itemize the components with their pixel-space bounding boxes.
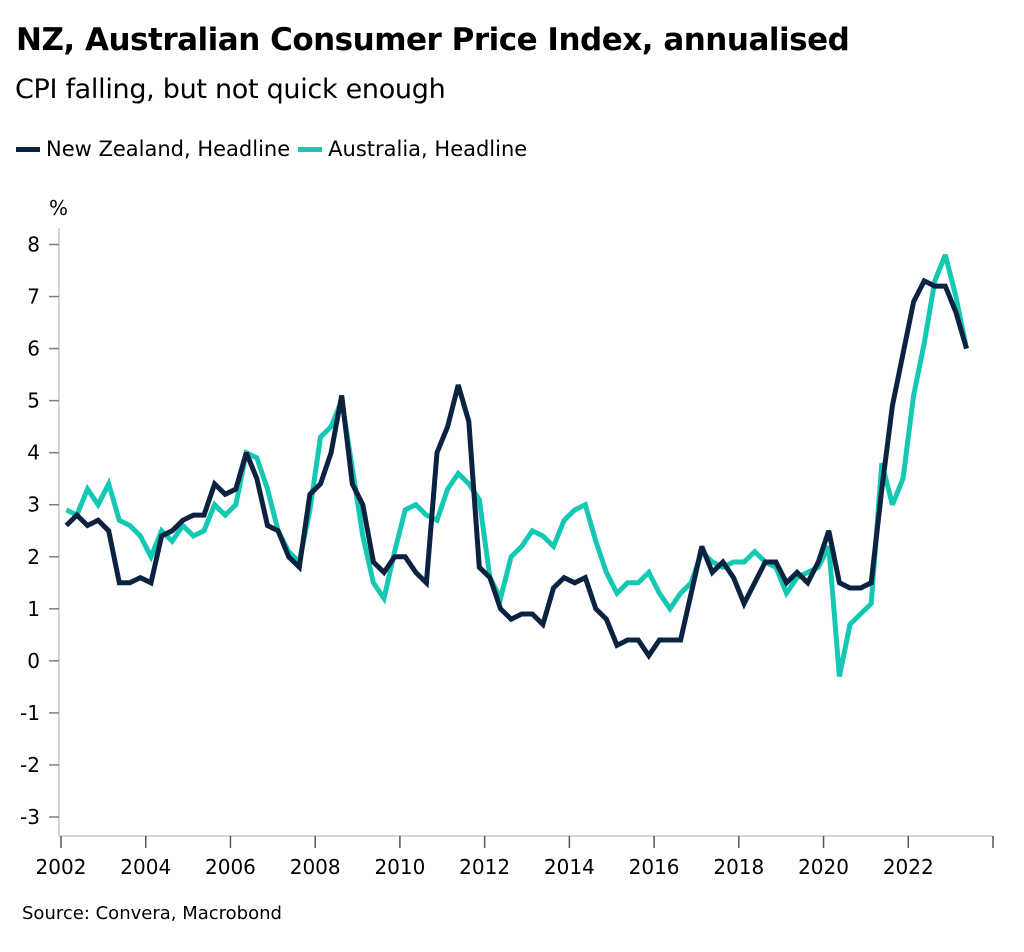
legend-label-new-zealand: New Zealand, Headline bbox=[46, 137, 291, 161]
legend-label-australia: Australia, Headline bbox=[328, 137, 528, 161]
legend-item-new-zealand: New Zealand, Headline bbox=[16, 137, 290, 161]
y-tick-label: 1 bbox=[27, 597, 40, 621]
x-tick-label: 2008 bbox=[290, 855, 341, 879]
x-tick-label: 2020 bbox=[798, 855, 849, 879]
y-tick-label: 0 bbox=[27, 649, 40, 673]
legend-swatch-australia bbox=[298, 146, 323, 152]
y-tick-label: -3 bbox=[20, 805, 40, 829]
x-tick-label: 2010 bbox=[374, 855, 425, 879]
chart-title: NZ, Australian Consumer Price Index, ann… bbox=[16, 22, 850, 58]
x-tick-label: 2002 bbox=[36, 855, 87, 879]
legend-swatch-new-zealand bbox=[16, 146, 40, 152]
y-tick-label: 3 bbox=[27, 493, 40, 517]
x-tick-label: 2022 bbox=[883, 855, 934, 879]
y-tick-label: 4 bbox=[27, 441, 40, 465]
x-tick-label: 2016 bbox=[629, 855, 680, 879]
series-line-australia bbox=[65, 253, 969, 677]
legend-item-australia: Australia, Headline bbox=[298, 137, 527, 161]
axes: 8 7 6 5 4 3 2 1 0 -1 -2 -3 2002 2004 2006 2008 2010 2012 2… bbox=[20, 228, 994, 879]
y-tick-label: 7 bbox=[27, 285, 40, 309]
x-tick-label: 2006 bbox=[205, 855, 256, 879]
series-line-new-zealand bbox=[64, 277, 969, 661]
source-note: Source: Convera, Macrobond bbox=[22, 903, 282, 924]
series-layer bbox=[64, 253, 969, 677]
y-axis-label: % bbox=[49, 196, 68, 220]
y-tick-label: 2 bbox=[27, 545, 40, 569]
y-tick-label: 8 bbox=[27, 233, 40, 257]
x-tick-label: 2014 bbox=[544, 855, 595, 879]
y-tick-label: 6 bbox=[27, 337, 40, 361]
y-tick-label: -1 bbox=[20, 701, 40, 725]
y-tick-label: -2 bbox=[20, 753, 40, 777]
x-tick-label: 2004 bbox=[120, 855, 171, 879]
x-tick-label: 2012 bbox=[459, 855, 510, 879]
legend: New Zealand, Headline Australia, Headlin… bbox=[16, 137, 535, 161]
chart-subtitle: CPI falling, but not quick enough bbox=[15, 74, 446, 105]
x-tick-label: 2018 bbox=[713, 855, 764, 879]
y-tick-label: 5 bbox=[27, 389, 40, 413]
